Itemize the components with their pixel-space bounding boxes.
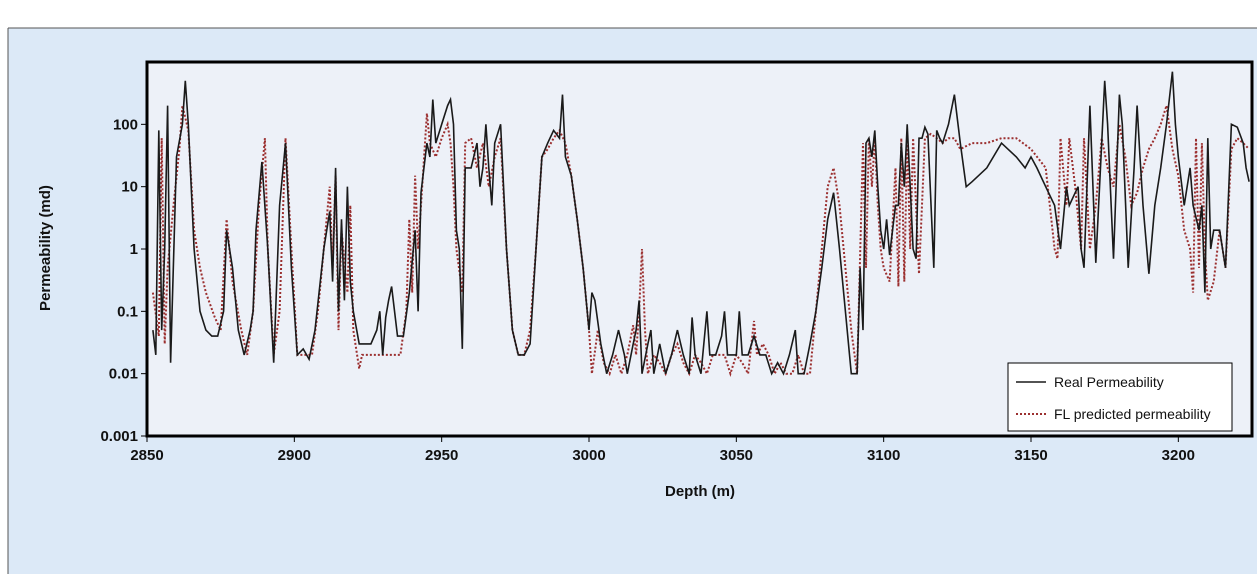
x-tick-label: 2850: [130, 447, 163, 464]
y-axis-ticks: 0.001 0.01 0.1 1 10 100: [100, 116, 147, 445]
y-tick-label: 0.1: [117, 303, 138, 320]
x-tick-label: 3150: [1014, 447, 1047, 464]
x-tick-label: 3100: [867, 447, 900, 464]
legend: Real Permeability FL predicted permeabil…: [1007, 362, 1233, 432]
x-axis-ticks: 2850 2900 2950 3000 3050 3100 3150 3200: [130, 436, 1195, 464]
x-tick-label: 2950: [425, 447, 458, 464]
x-tick-label: 3000: [572, 447, 605, 464]
y-tick-label: 0.001: [100, 428, 138, 445]
x-tick-label: 2900: [278, 447, 311, 464]
legend-label-real-permeability: Real Permeability: [1054, 374, 1164, 390]
x-tick-label: 3200: [1162, 447, 1195, 464]
series-line-real-permeability: [152, 71, 1250, 376]
y-tick-label: 10: [121, 179, 138, 196]
x-axis-title: Depth (m): [665, 483, 735, 500]
legend-box: [1007, 362, 1233, 432]
y-tick-label: 1: [130, 241, 138, 258]
legend-label-fl-predicted-permeability: FL predicted permeability: [1054, 406, 1211, 422]
y-axis-title: Permeability (md): [37, 185, 54, 311]
y-tick-label: 0.01: [109, 366, 138, 383]
y-tick-label: 100: [113, 116, 138, 133]
x-tick-label: 3050: [720, 447, 753, 464]
